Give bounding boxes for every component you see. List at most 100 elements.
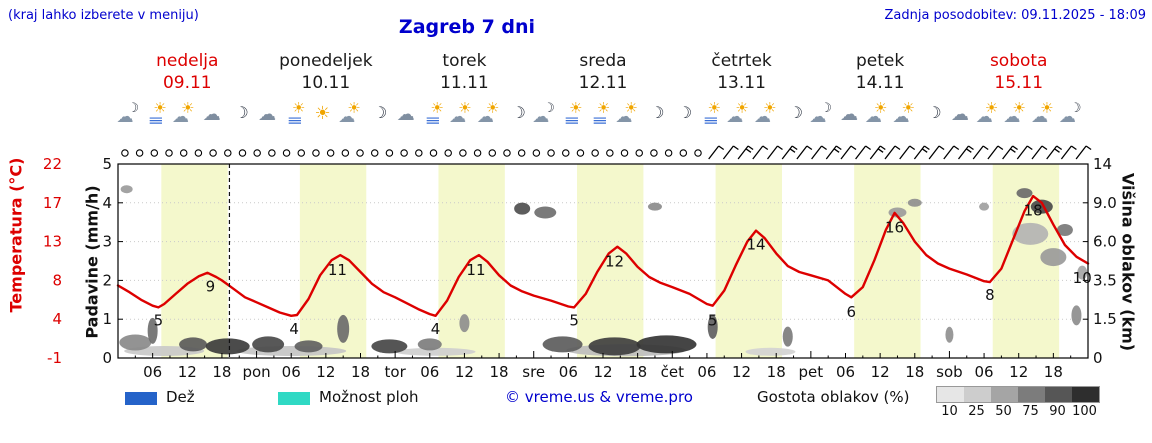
cloud-height-tick: 6.0 — [1093, 233, 1117, 251]
hour-label: 18 — [212, 363, 231, 381]
wind-barb-icon — [928, 145, 945, 160]
temp-annotation: 5 — [154, 311, 164, 329]
temp-annotation: 14 — [746, 235, 765, 253]
wind-barb-icon — [987, 145, 1004, 160]
wind-calm-icon — [224, 149, 232, 157]
temp-tick: -1 — [47, 349, 62, 367]
wind-calm-icon — [179, 149, 188, 157]
wind-barb-icon — [1075, 145, 1092, 160]
day-name: petek — [856, 51, 904, 71]
wind-calm-icon — [547, 149, 555, 157]
day-abbrev: sob — [936, 363, 963, 381]
rain-label: Dež — [166, 388, 195, 406]
precip-tick: 4 — [102, 194, 112, 212]
cloud-height-tick: 0 — [1093, 349, 1103, 367]
gradient-tick: 90 — [1049, 404, 1066, 419]
wind-calm-icon — [606, 149, 614, 157]
wind-barb-icon — [1002, 145, 1018, 160]
wind-barb-icon — [708, 145, 725, 160]
gradient-tick: 10 — [941, 404, 958, 419]
cloud-blob — [979, 202, 990, 211]
temperature-curve — [116, 194, 1090, 317]
wind-calm-icon — [326, 149, 335, 157]
cloud-blob — [459, 314, 470, 333]
cloud-blob — [945, 326, 954, 343]
gradient-segment — [991, 387, 1018, 402]
day-abbrev: čet — [661, 363, 684, 381]
cloud-blob — [1016, 188, 1033, 199]
wind-calm-icon — [503, 149, 511, 157]
cloud-blob — [636, 335, 697, 354]
cloud-blob — [252, 336, 285, 353]
wind-calm-icon — [576, 149, 585, 157]
wind-calm-icon — [121, 149, 129, 157]
wind-barb-icon — [1046, 145, 1063, 160]
daytime-band — [299, 164, 367, 358]
wind-barb-icon — [855, 145, 871, 160]
day-abbrev: sre — [522, 363, 545, 381]
day-date: 11.11 — [440, 73, 489, 93]
wind-barb-icon — [811, 145, 827, 160]
rain-swatch — [125, 392, 157, 405]
cloud-blob — [1056, 223, 1073, 236]
wind-calm-icon — [385, 149, 394, 157]
wind-barb-icon — [899, 145, 916, 160]
cloud-blob — [395, 347, 476, 356]
cloud-height-tick: 1.5 — [1093, 310, 1117, 328]
cloud-height-tick: 3.5 — [1093, 271, 1117, 289]
gradient-tick: 100 — [1072, 404, 1097, 419]
copyright-link[interactable]: © vreme.us & vreme.pro — [505, 388, 693, 406]
hour-label: 12 — [1009, 363, 1028, 381]
day-date: 13.11 — [717, 73, 766, 93]
hour-label: 06 — [282, 363, 301, 381]
showers-label: Možnost ploh — [319, 388, 419, 406]
wind-calm-icon — [370, 149, 379, 157]
day-date: 09.11 — [163, 73, 212, 93]
precip-tick: 1 — [102, 310, 112, 328]
wind-barb-icon — [884, 145, 901, 160]
wind-calm-icon — [415, 149, 423, 157]
cloud-blob — [120, 185, 133, 194]
temp-annotation: 16 — [885, 219, 904, 237]
wind-calm-icon — [488, 149, 497, 157]
precip-tick: 2 — [102, 271, 112, 289]
wind-barb-icon — [1031, 145, 1048, 160]
wind-calm-icon — [282, 149, 291, 157]
cloud-blob — [647, 202, 662, 211]
day-name: sobota — [990, 51, 1048, 71]
cloud-blob — [179, 337, 208, 352]
wind-barb-icon — [943, 145, 960, 160]
temp-tick: 17 — [43, 194, 62, 212]
wind-calm-icon — [150, 149, 159, 157]
wind-calm-icon — [209, 149, 217, 157]
wind-calm-icon — [473, 149, 482, 157]
wind-calm-icon — [635, 149, 643, 157]
gradient-segment — [964, 387, 991, 402]
wind-barb-icon — [825, 145, 842, 160]
cloud-height-tick: 14 — [1093, 155, 1112, 173]
temp-annotation: 10 — [1073, 269, 1092, 287]
wind-barb-icon — [1060, 145, 1077, 160]
day-abbrev: pon — [242, 363, 270, 381]
temp-annotation: 5 — [708, 311, 718, 329]
gradient-tick: 50 — [995, 404, 1012, 419]
temp-annotation: 12 — [605, 252, 624, 270]
wind-calm-icon — [459, 149, 467, 157]
temp-annotation: 8 — [985, 286, 995, 304]
precip-tick: 0 — [102, 349, 112, 367]
wind-barb-icon — [840, 145, 857, 160]
wind-calm-icon — [400, 149, 408, 157]
hour-label: 06 — [697, 363, 716, 381]
cloud-blob — [534, 206, 557, 219]
cloud-blob — [907, 198, 922, 207]
wind-calm-icon — [165, 149, 173, 157]
hour-label: 06 — [975, 363, 994, 381]
wind-calm-icon — [532, 149, 541, 157]
temp-tick: 22 — [43, 155, 62, 173]
menu-hint: (kraj lahko izberete v meniju) — [8, 8, 199, 23]
wind-barb-icon — [1016, 145, 1033, 160]
page-title: Zagreb 7 dni — [398, 16, 536, 38]
temp-annotation: 18 — [1024, 202, 1043, 220]
last-update: Zadnja posodobitev: 09.11.2025 - 18:09 — [884, 8, 1146, 23]
